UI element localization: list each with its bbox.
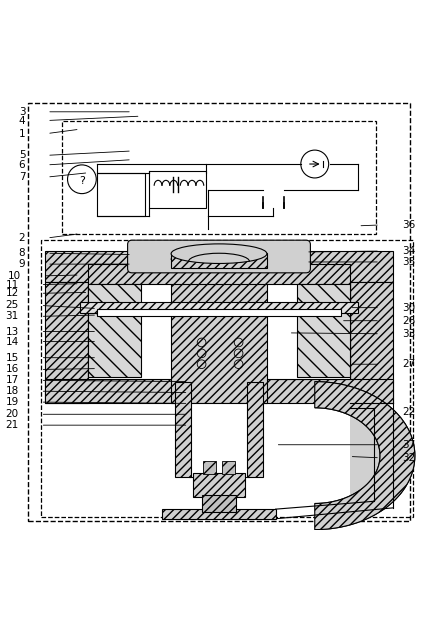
Text: 7: 7: [19, 172, 25, 182]
Text: 14: 14: [6, 336, 19, 346]
Text: 31: 31: [6, 311, 19, 321]
Text: 37: 37: [402, 440, 415, 450]
Text: 30: 30: [402, 303, 415, 313]
Bar: [193, 473, 245, 497]
Text: 19: 19: [6, 397, 19, 407]
Text: 32: 32: [402, 453, 415, 463]
Text: 15: 15: [6, 353, 19, 363]
Text: 36: 36: [402, 220, 415, 230]
FancyBboxPatch shape: [350, 407, 393, 504]
Text: 26: 26: [402, 316, 415, 326]
Text: 1: 1: [19, 129, 25, 139]
Bar: [88, 264, 350, 284]
Text: 16: 16: [6, 364, 19, 374]
Bar: [97, 308, 341, 316]
Bar: [203, 461, 216, 474]
Bar: [149, 170, 206, 208]
Bar: [188, 403, 250, 477]
Text: 18: 18: [6, 386, 19, 396]
Bar: [247, 382, 262, 477]
Bar: [297, 284, 350, 378]
Bar: [201, 495, 237, 512]
Bar: [171, 280, 267, 403]
Text: 33: 33: [402, 329, 415, 339]
Text: 4: 4: [19, 115, 25, 125]
Bar: [45, 379, 393, 403]
Text: 17: 17: [6, 375, 19, 386]
Text: 8: 8: [19, 248, 25, 258]
FancyBboxPatch shape: [127, 240, 311, 273]
Text: 11: 11: [6, 280, 19, 290]
Bar: [162, 509, 276, 519]
Bar: [45, 251, 393, 281]
Text: 34: 34: [402, 246, 415, 256]
Bar: [88, 284, 141, 378]
FancyBboxPatch shape: [28, 103, 410, 521]
Text: 27: 27: [402, 359, 415, 369]
Bar: [80, 302, 358, 313]
Bar: [171, 253, 267, 268]
Text: 3: 3: [19, 107, 25, 117]
Bar: [45, 281, 88, 403]
Text: 2: 2: [19, 233, 25, 243]
Polygon shape: [315, 382, 415, 530]
Text: ?: ?: [79, 175, 85, 185]
Text: 10: 10: [8, 271, 21, 281]
FancyBboxPatch shape: [62, 120, 376, 233]
Text: 20: 20: [6, 409, 19, 419]
Text: 25: 25: [6, 301, 19, 311]
Ellipse shape: [171, 244, 267, 263]
Text: 12: 12: [6, 288, 19, 298]
Text: 9: 9: [19, 259, 25, 269]
Bar: [222, 461, 235, 474]
Text: 22: 22: [402, 407, 415, 417]
Text: 5: 5: [19, 150, 25, 160]
Text: 21: 21: [6, 420, 19, 430]
Bar: [176, 382, 191, 477]
Text: 35: 35: [402, 257, 415, 267]
Bar: [88, 281, 350, 379]
Text: 6: 6: [19, 160, 25, 170]
Bar: [97, 173, 145, 217]
Bar: [350, 281, 393, 403]
Text: 13: 13: [6, 326, 19, 336]
